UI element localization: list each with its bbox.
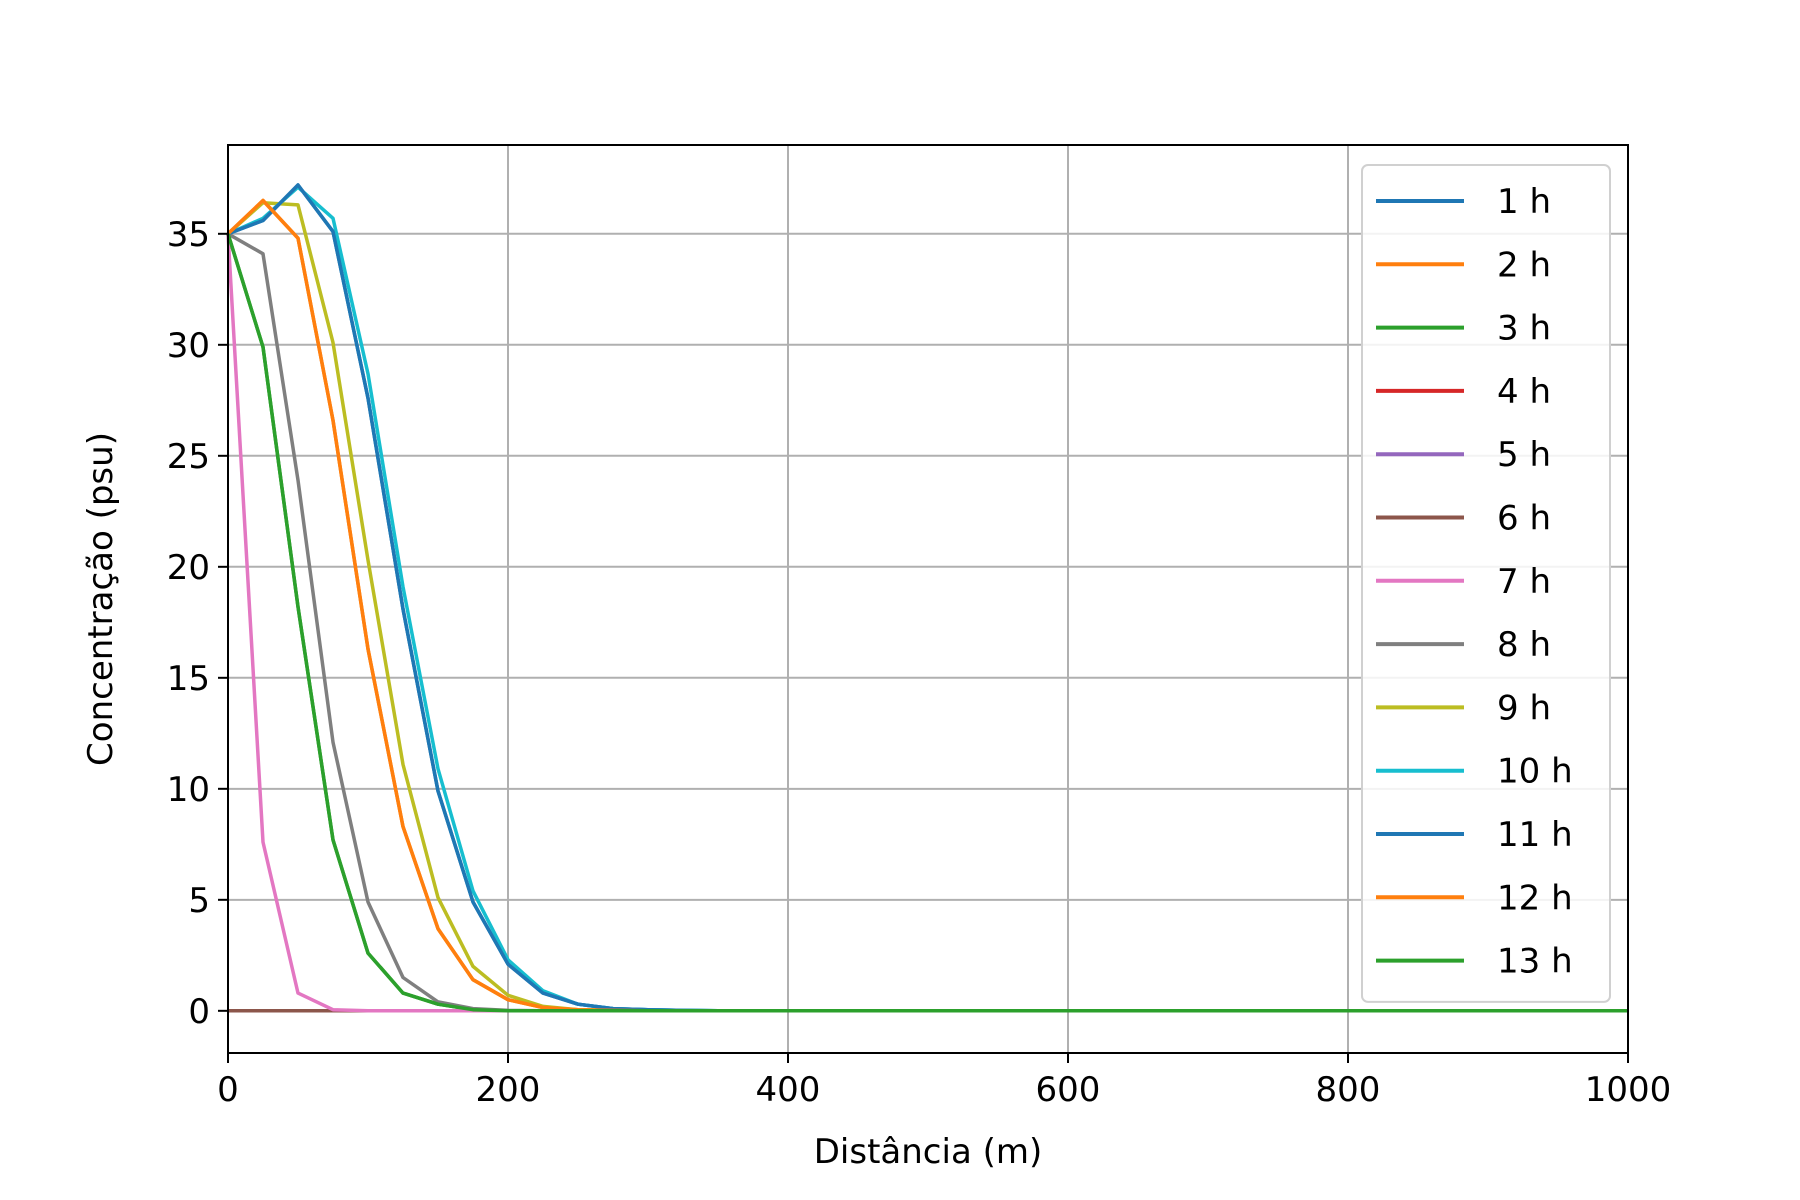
legend-label: 10 h: [1497, 752, 1573, 792]
y-tick-label: 10: [167, 770, 210, 810]
legend: 1 h 2 h 3 h 4 h 5 h 6 h 7 h 8 h 9 h 10 h 11 h 12 h 1…: [1361, 164, 1611, 1003]
legend-label: 11 h: [1497, 815, 1573, 855]
legend-label: 12 h: [1497, 878, 1573, 918]
x-tick-label: 600: [1036, 1070, 1101, 1110]
legend-label: 9 h: [1497, 688, 1551, 728]
plot-frame: [227, 144, 1629, 1054]
legend-label: 13 h: [1497, 942, 1573, 982]
legend-box: [1361, 164, 1611, 1003]
y-tick-label: 25: [167, 437, 210, 477]
y-tick-label: 20: [167, 548, 210, 588]
x-tick-label: 800: [1316, 1070, 1381, 1110]
y-axis-label: Concentração (psu): [81, 432, 121, 766]
legend-label: 2 h: [1497, 245, 1551, 285]
legend-label: 3 h: [1497, 309, 1551, 349]
legend-label: 8 h: [1497, 625, 1551, 665]
series-line-13: [226, 233, 1628, 1013]
legend-label: 5 h: [1497, 435, 1551, 475]
legend-label: 6 h: [1497, 499, 1551, 539]
x-axis-label: Distância (m): [814, 1132, 1043, 1172]
series-lines: [226, 183, 1628, 1013]
y-tick-label: 15: [167, 659, 210, 699]
x-tick-label: 200: [476, 1070, 541, 1110]
y-tick-label: 35: [167, 215, 210, 255]
axis-ticks: 0 200 400 600 800 1000 0 5 10 15 20 25 30 35: [167, 215, 1672, 1110]
x-tick-label: 0: [217, 1070, 239, 1110]
y-tick-label: 0: [188, 992, 210, 1032]
x-tick-label: 400: [756, 1070, 821, 1110]
legend-label: 1 h: [1497, 182, 1551, 222]
legend-label: 4 h: [1497, 372, 1551, 412]
y-tick-label: 30: [167, 326, 210, 366]
legend-label: 7 h: [1497, 562, 1551, 602]
x-tick-label: 1000: [1585, 1070, 1672, 1110]
y-tick-label: 5: [188, 881, 210, 921]
